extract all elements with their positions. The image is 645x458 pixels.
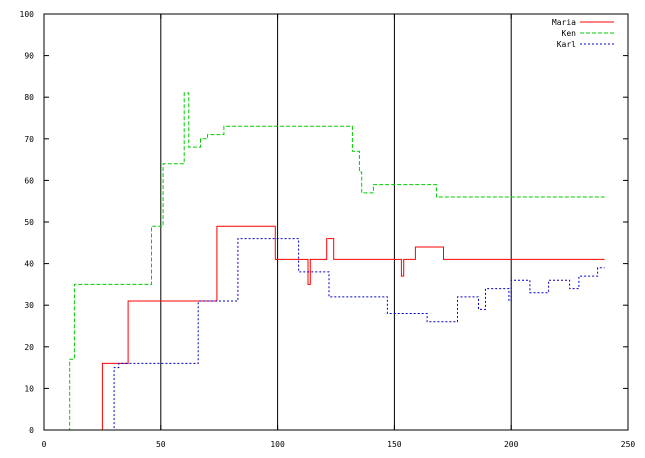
x-tick-label: 100 xyxy=(270,440,285,449)
plot-frame xyxy=(43,13,629,431)
y-tick-label: 100 xyxy=(20,10,35,19)
y-tick-label: 70 xyxy=(24,135,34,144)
x-tick-label: 50 xyxy=(156,440,166,449)
x-tick-labels: 0 50 100 150 200 250 xyxy=(42,440,636,449)
y-tick-label: 90 xyxy=(24,52,34,61)
y-tick-label: 50 xyxy=(24,218,34,227)
y-tick-label: 60 xyxy=(24,176,34,185)
y-tick-label: 30 xyxy=(24,301,34,310)
vertical-grid-lines xyxy=(160,14,512,430)
x-tick-label: 200 xyxy=(504,440,519,449)
y-tick-labels: 0 10 20 30 40 50 60 70 80 90 100 xyxy=(20,10,35,435)
legend-label: Maria xyxy=(552,18,576,27)
legend-label: Karl xyxy=(557,40,576,49)
series-line-karl xyxy=(44,238,605,431)
axis-ticks xyxy=(43,13,629,431)
series-lines xyxy=(44,92,605,431)
legend: Maria Ken Karl xyxy=(552,18,614,49)
y-tick-label: 40 xyxy=(24,260,34,269)
legend-label: Ken xyxy=(562,29,577,38)
x-tick-label: 0 xyxy=(42,440,47,449)
y-tick-label: 0 xyxy=(29,426,34,435)
y-tick-label: 10 xyxy=(24,384,34,393)
y-tick-label: 80 xyxy=(24,93,34,102)
y-tick-label: 20 xyxy=(24,343,34,352)
x-tick-label: 150 xyxy=(387,440,402,449)
series-line-ken xyxy=(44,92,605,431)
x-tick-label: 250 xyxy=(621,440,636,449)
series-line-maria xyxy=(44,225,605,431)
